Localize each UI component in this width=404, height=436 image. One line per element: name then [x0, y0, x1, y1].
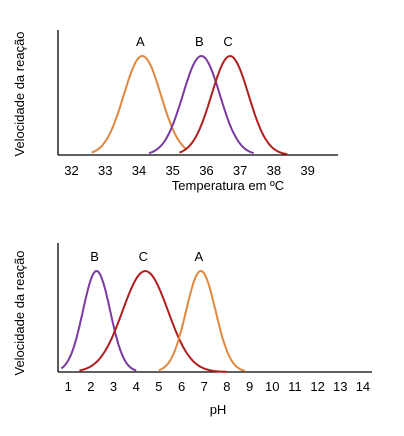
x-tick-ph-13: 13 — [333, 379, 347, 394]
x-tick-temp-37: 37 — [233, 163, 247, 178]
curve-label-temp-C: C — [223, 34, 232, 49]
x-tick-ph-3: 3 — [110, 379, 117, 394]
x-axis-label-temperature: Temperatura em ºC — [172, 178, 284, 193]
x-tick-ph-8: 8 — [223, 379, 230, 394]
curve-ph-A — [158, 269, 246, 372]
x-tick-ph-14: 14 — [356, 379, 370, 394]
x-tick-temp-34: 34 — [132, 163, 146, 178]
x-tick-temp-39: 39 — [300, 163, 314, 178]
x-tick-ph-11: 11 — [288, 379, 302, 394]
curve-temp-A — [91, 54, 187, 154]
curve-ph-B — [60, 269, 137, 372]
x-tick-temp-35: 35 — [165, 163, 179, 178]
curve-temp-C — [179, 55, 288, 156]
x-tick-ph-10: 10 — [265, 379, 279, 394]
curve-label-temp-A: A — [136, 34, 145, 49]
curve-ph-C — [79, 269, 227, 373]
x-tick-ph-2: 2 — [87, 379, 94, 394]
x-tick-ph-7: 7 — [201, 379, 208, 394]
curve-label-ph-A: A — [194, 249, 203, 264]
curve-label-ph-B: B — [90, 249, 99, 264]
x-tick-temp-36: 36 — [199, 163, 213, 178]
ph-chart: Velocidade da reação pH 1 2 3 4 5 6 7 8 9 10 11 12 1… — [12, 243, 372, 417]
x-tick-temp-33: 33 — [98, 163, 112, 178]
x-tick-ph-4: 4 — [133, 379, 140, 394]
curve-label-ph-C: C — [139, 249, 148, 264]
temperature-chart: Velocidade da reação Temperatura em ºC 3… — [12, 30, 338, 193]
x-axis-label-ph: pH — [210, 402, 227, 417]
x-tick-ph-6: 6 — [178, 379, 185, 394]
curve-label-temp-B: B — [195, 34, 204, 49]
x-tick-temp-38: 38 — [267, 163, 281, 178]
x-tick-temp-32: 32 — [64, 163, 78, 178]
y-axis-label-temperature: Velocidade da reação — [12, 31, 27, 156]
x-tick-ph-12: 12 — [310, 379, 324, 394]
x-tick-ph-1: 1 — [65, 379, 72, 394]
x-tick-ph-9: 9 — [246, 379, 253, 394]
x-tick-ph-5: 5 — [155, 379, 162, 394]
y-axis-label-ph: Velocidade da reação — [12, 250, 27, 375]
curve-temp-B — [148, 54, 254, 155]
